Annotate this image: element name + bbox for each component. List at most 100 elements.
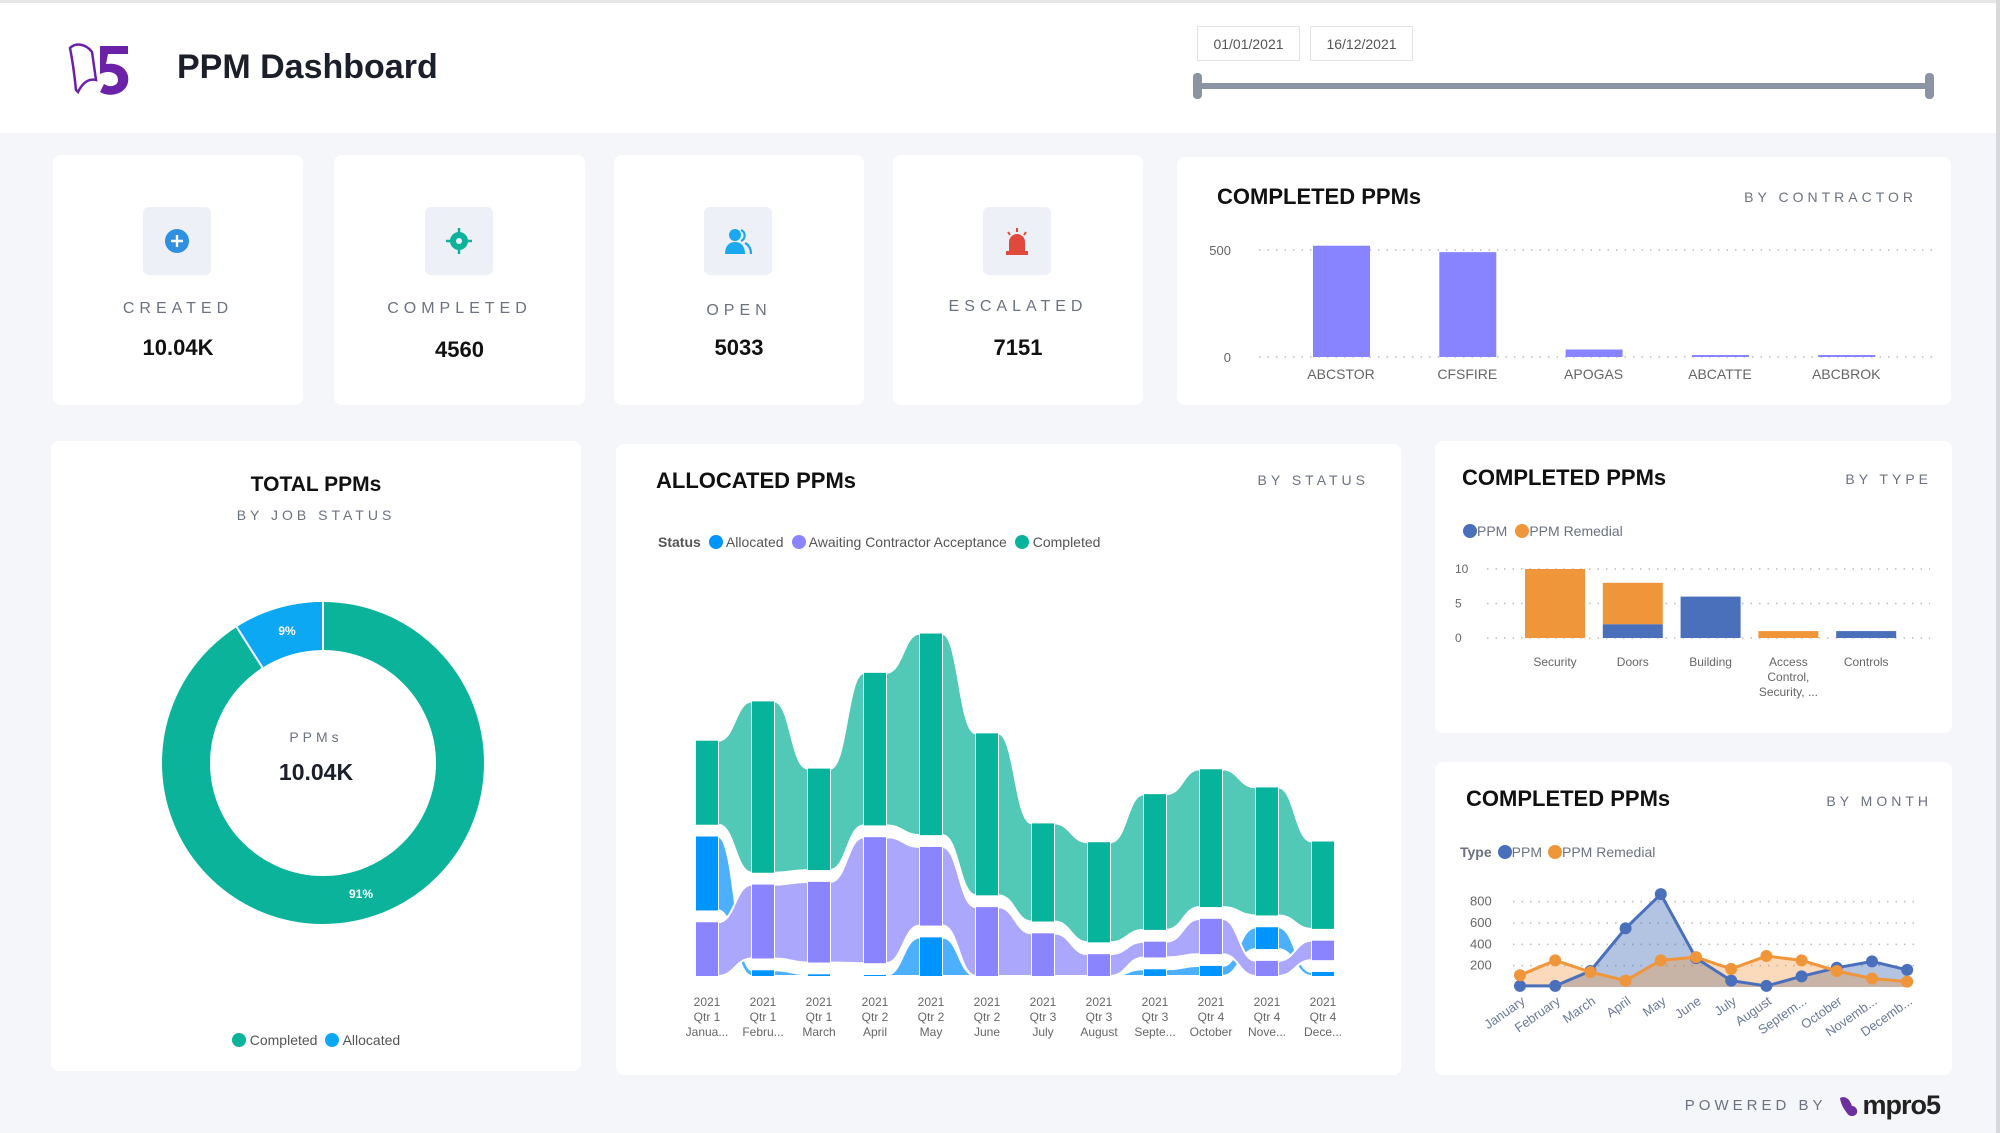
ribbon-allocated [773, 969, 809, 977]
data-point [1584, 966, 1597, 979]
data-point [1549, 954, 1562, 967]
ribbon-allocated [1165, 964, 1201, 977]
x-tick-label: 2021 [806, 995, 833, 1009]
y-tick-label: 5 [1455, 597, 1462, 611]
data-point [1725, 974, 1738, 987]
x-tick-label: Control, [1767, 670, 1809, 684]
x-tick-label: Qtr 1 [694, 1010, 721, 1024]
ribbon-completed [1277, 786, 1313, 930]
y-tick-label: 800 [1470, 894, 1492, 909]
x-tick-label: 2021 [1086, 995, 1113, 1009]
legend-dot-icon [1497, 845, 1512, 859]
x-tick-label: 2021 [1142, 995, 1169, 1009]
x-tick-label: Febru... [742, 1025, 783, 1039]
bar-apogas [1565, 349, 1623, 357]
ribbon-bar-allocated [1256, 927, 1278, 950]
x-tick-label: Controls [1844, 655, 1889, 669]
powered-by-label: POWERED BY [1684, 1097, 1827, 1114]
data-point [1866, 955, 1878, 968]
x-tick-label: Security, ... [1759, 685, 1818, 699]
bar-abcstor [1313, 245, 1370, 357]
x-tick-label: 2021 [694, 995, 721, 1009]
data-point [1619, 922, 1632, 935]
end-date-input[interactable]: 16/12/2021 [1310, 26, 1413, 61]
donut-center-value: 10.04K [278, 759, 354, 785]
data-point [1514, 969, 1526, 982]
chart-title: COMPLETED PPMs [1217, 184, 1422, 209]
bar-abcatte [1691, 355, 1749, 357]
x-tick-label: Qtr 2 [974, 1010, 1001, 1024]
legend-label: Awaiting Contractor Acceptance [808, 534, 1007, 550]
x-tick-label: May [920, 1025, 943, 1039]
bar-segment-ppm-remedial [1758, 631, 1819, 638]
ribbon-awaiting [1277, 939, 1313, 978]
ribbon-bar-awaiting [1032, 933, 1054, 976]
slider-end-handle[interactable] [1925, 73, 1934, 99]
ribbon-bar-completed [1312, 841, 1334, 929]
legend-item-ppm[interactable]: PPM [1463, 523, 1507, 539]
legend-item-ppm[interactable]: PPM [1497, 844, 1542, 860]
area-ppm [1520, 894, 1908, 987]
allocated-ppms-card: ALLOCATED PPMs BY STATUS Status Allocate… [616, 444, 1401, 1075]
x-tick-label: March [1560, 993, 1598, 1026]
legend-item-remedial[interactable]: PPM Remedial [1547, 844, 1655, 860]
x-tick-label: Janua... [686, 1025, 729, 1039]
contractor-bar-chart: 0 500 ABCSTOR CFSFIRE APOGAS ABCATTE ABCBROK [1209, 243, 1937, 382]
legend-item-completed[interactable]: Completed [1014, 534, 1100, 550]
chart-subtitle: BY STATUS [1257, 472, 1369, 488]
x-tick-label: Doors [1617, 655, 1649, 669]
type-legend: PPM PPM Remedial [1463, 523, 1623, 539]
data-point [1795, 970, 1808, 983]
data-point [1654, 954, 1667, 967]
legend-item-awaiting[interactable]: Awaiting Contractor Acceptance [791, 534, 1007, 550]
start-date-input[interactable]: 01/01/2021 [1197, 26, 1300, 61]
ribbon-bar-completed [808, 768, 830, 871]
powered-by: POWERED BY mpro5 [1684, 1090, 1941, 1121]
x-tick-label: 2021 [1198, 995, 1225, 1009]
x-tick-label: October [1190, 1025, 1233, 1039]
ribbon-legend: Status Allocated Awaiting Contractor Acc… [658, 534, 1100, 550]
ribbon-bar-awaiting [1256, 960, 1278, 976]
legend-item-completed[interactable]: Completed [231, 1032, 317, 1048]
kpi-card-escalated: ESCALATED 7151 [893, 155, 1143, 405]
users-icon [704, 207, 772, 275]
completed-by-type-card: COMPLETED PPMs BY TYPE PPM PPM Remedial … [1435, 441, 1952, 733]
x-tick-label: 2021 [1310, 995, 1337, 1009]
ribbon-bar-completed [1200, 769, 1222, 908]
legend-dot-icon [1515, 524, 1530, 538]
kpi-value: 4560 [435, 337, 484, 362]
ribbon-bar-completed [864, 672, 886, 826]
x-tick-label: July [1032, 1025, 1053, 1039]
ribbon-bar-allocated [808, 974, 830, 976]
ribbon-allocated [829, 973, 865, 977]
ribbon-bar-allocated [920, 937, 942, 976]
legend-item-remedial[interactable]: PPM Remedial [1515, 523, 1623, 539]
x-tick-label: Nove... [1248, 1025, 1286, 1039]
ribbon-bar-allocated [696, 836, 718, 911]
slider-start-handle[interactable] [1193, 73, 1202, 99]
chart-title: COMPLETED PPMs [1462, 465, 1667, 490]
kpi-card-open: OPEN 5033 [614, 155, 864, 405]
x-tick-label: Qtr 1 [750, 1010, 777, 1024]
ribbon-bar-awaiting [696, 922, 718, 976]
legend-label: PPM Remedial [1529, 523, 1623, 539]
mpro5-logo [68, 43, 129, 95]
ribbon-completed [717, 700, 753, 874]
x-tick-label: Qtr 4 [1310, 1010, 1337, 1024]
chart-title: ALLOCATED PPMs [656, 468, 857, 493]
legend-item-allocated[interactable]: Allocated [325, 1032, 400, 1048]
date-range-slider[interactable] [1197, 83, 1930, 89]
x-tick-label: 2021 [918, 995, 945, 1009]
legend-item-allocated[interactable]: Allocated [708, 534, 784, 550]
x-tick-label: June [974, 1025, 1000, 1039]
legend-dot-icon [231, 1033, 246, 1047]
x-tick-label: ABCATTE [1688, 366, 1752, 382]
completed-by-month-card: COMPLETED PPMs BY MONTH Type PPM PPM Rem… [1435, 762, 1952, 1075]
x-tick-label: Qtr 4 [1198, 1010, 1225, 1024]
legend-dot-icon [1463, 524, 1477, 538]
mpro5-brand-text: mpro5 [1862, 1090, 1941, 1120]
kpi-card-completed: COMPLETED 4560 [334, 155, 585, 405]
kpi-value: 10.04K [142, 335, 214, 360]
x-tick-label: APOGAS [1564, 366, 1623, 382]
ribbon-bar-completed [752, 701, 774, 873]
